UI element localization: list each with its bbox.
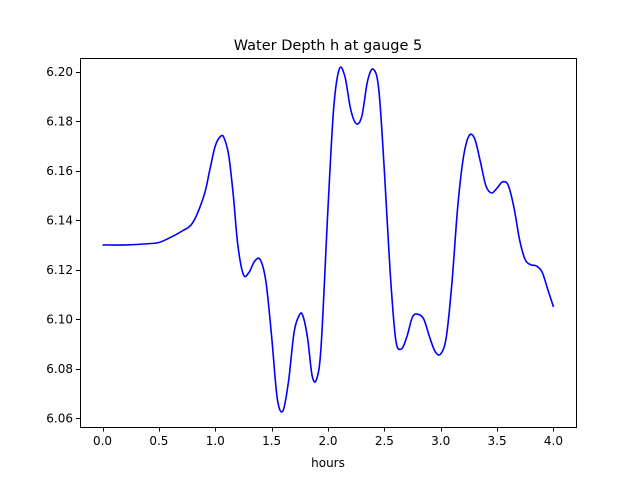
x-tick-label: 3.0 xyxy=(431,434,450,448)
x-tick-label: 2.0 xyxy=(318,434,337,448)
x-tick-label: 2.5 xyxy=(375,434,394,448)
x-axis-title: hours xyxy=(311,456,345,470)
y-tick-label: 6.14 xyxy=(46,214,73,228)
x-tick-label: 1.5 xyxy=(262,434,281,448)
x-tick-label: 3.5 xyxy=(488,434,507,448)
y-tick-label: 6.06 xyxy=(46,412,73,426)
y-tick-label: 6.18 xyxy=(46,114,73,128)
series-line xyxy=(102,66,555,413)
series-layer xyxy=(102,66,555,413)
x-tick-label: 1.0 xyxy=(206,434,225,448)
y-tick-label: 6.12 xyxy=(46,263,73,277)
x-tick-label: 4.0 xyxy=(544,434,563,448)
x-axis-ticks: 0.0 0.5 1.0 1.5 2.0 2.5 3.0 3.5 4.0 xyxy=(93,427,563,448)
x-tick-label: 0.5 xyxy=(149,434,168,448)
y-tick-label: 6.16 xyxy=(46,164,73,178)
plot-frame xyxy=(80,58,577,428)
y-tick-label: 6.10 xyxy=(46,313,73,327)
y-axis-ticks: 6.06 6.08 6.10 6.12 6.14 6.16 6.18 6.20 xyxy=(46,65,81,426)
chart-title: Water Depth h at gauge 5 xyxy=(234,38,422,54)
y-tick-label: 6.08 xyxy=(46,362,73,376)
plot-area xyxy=(80,58,576,427)
y-tick-label: 6.20 xyxy=(46,65,73,79)
x-tick-label: 0.0 xyxy=(93,434,112,448)
